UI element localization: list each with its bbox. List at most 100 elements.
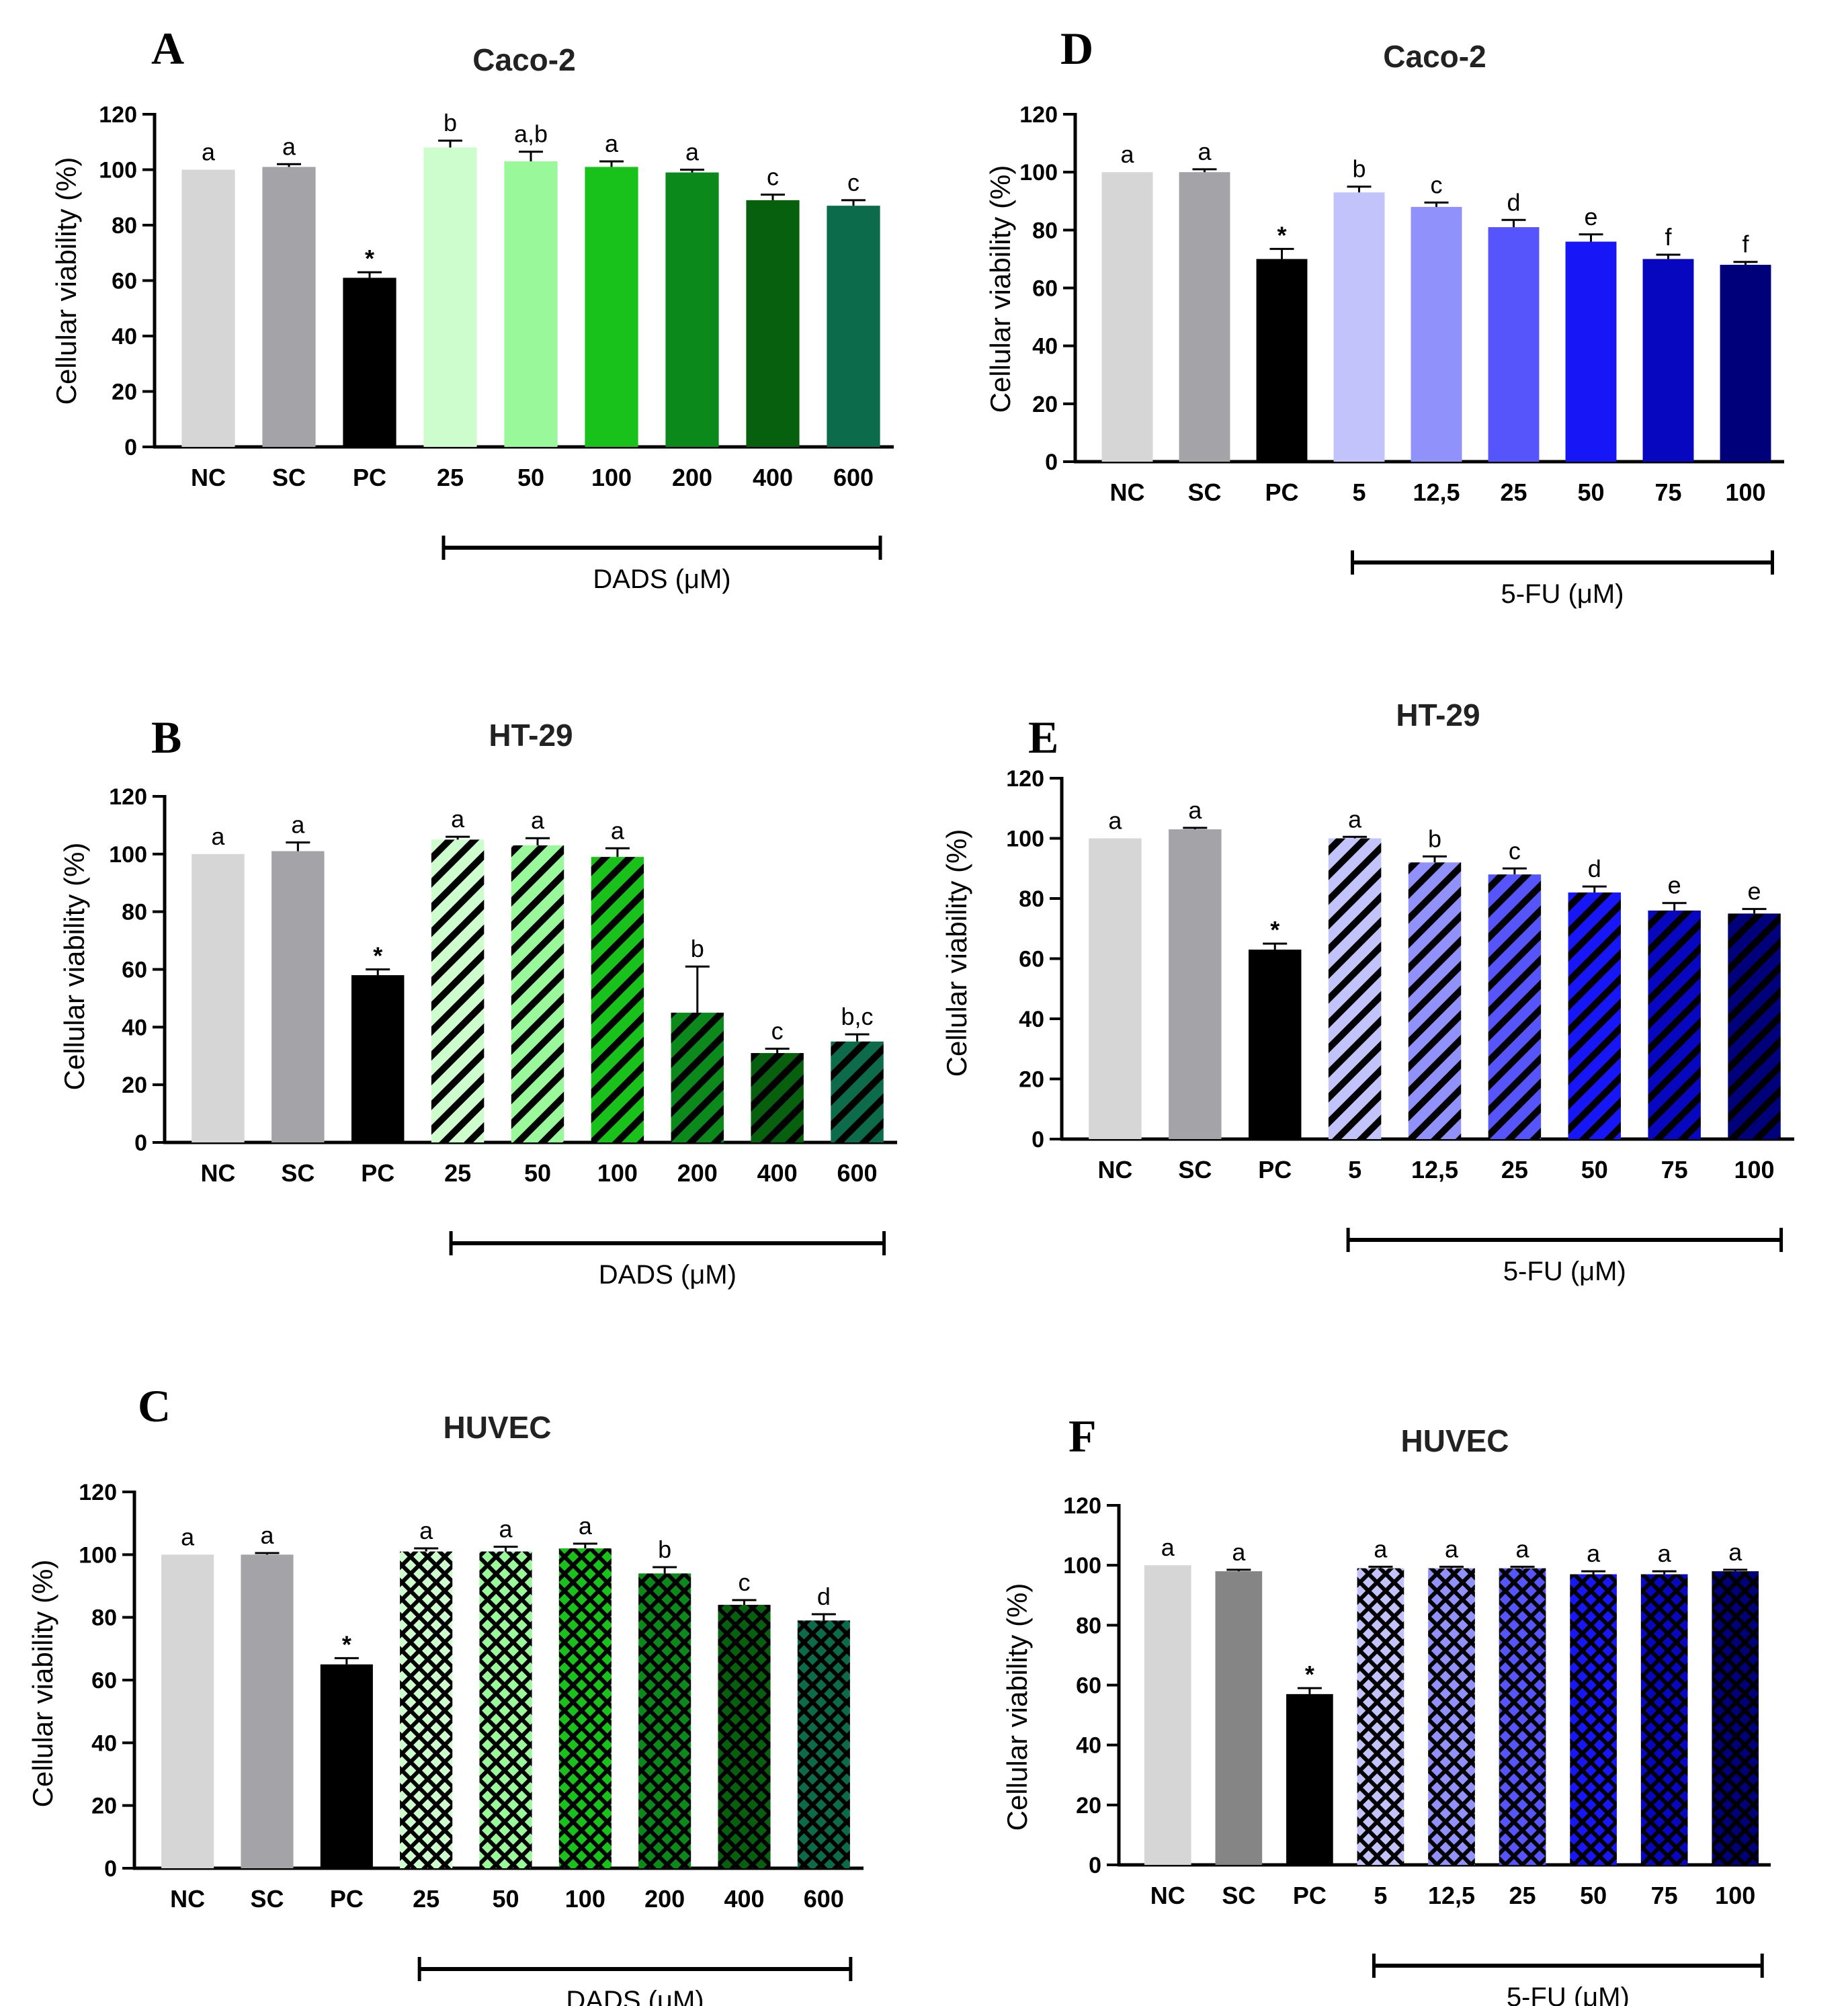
chart-title-c: HUVEC — [443, 1410, 551, 1445]
sig-label-b-8: b,c — [841, 1003, 874, 1030]
sig-label-c-5: a — [579, 1512, 593, 1540]
x-tick-label-d-5: 25 — [1500, 478, 1527, 506]
sig-label-b-6: b — [691, 935, 704, 962]
sig-label-a-8: c — [847, 169, 859, 196]
bracket-label-e: 5-FU (μM) — [1503, 1257, 1626, 1286]
sig-label-c-6: b — [658, 1536, 671, 1563]
bracket-label-f: 5-FU (μM) — [1507, 1982, 1630, 2006]
x-tick-label-d-8: 100 — [1725, 478, 1765, 506]
sig-label-a-2: * — [365, 245, 374, 272]
sig-label-a-7: c — [767, 163, 779, 191]
sig-label-b-2: * — [373, 942, 382, 970]
x-tick-label-f-6: 50 — [1580, 1882, 1607, 1909]
bar-e-8 — [1728, 913, 1781, 1139]
bar-d-0 — [1101, 172, 1153, 462]
bar-a-4 — [504, 161, 558, 447]
y-tick-label-f-100: 100 — [1063, 1553, 1101, 1579]
x-tick-label-a-1: SC — [272, 464, 306, 491]
sig-label-e-7: e — [1668, 872, 1681, 899]
y-tick-label-a-60: 60 — [112, 269, 137, 294]
y-tick-label-d-120: 120 — [1019, 102, 1058, 128]
y-tick-label-f-0: 0 — [1089, 1853, 1101, 1878]
bar-f-1 — [1215, 1571, 1263, 1865]
sig-label-b-1: a — [291, 811, 305, 839]
x-tick-label-f-5: 25 — [1509, 1882, 1536, 1909]
bar-f-7 — [1640, 1574, 1688, 1865]
sig-label-f-8: a — [1728, 1538, 1742, 1566]
x-tick-label-b-2: PC — [361, 1159, 394, 1187]
bar-c-3 — [400, 1551, 453, 1868]
x-tick-label-f-0: NC — [1150, 1882, 1185, 1909]
bracket-label-a: DADS (μM) — [593, 565, 730, 594]
bar-a-8 — [827, 206, 880, 447]
sig-label-a-6: a — [685, 138, 700, 166]
y-tick-label-d-0: 0 — [1045, 450, 1058, 475]
bar-f-4 — [1428, 1568, 1475, 1865]
bar-d-1 — [1179, 172, 1230, 462]
sig-label-d-3: b — [1352, 155, 1366, 183]
bar-d-7 — [1642, 259, 1694, 462]
bar-a-2 — [343, 278, 396, 447]
x-tick-label-a-3: 25 — [437, 464, 464, 491]
bar-e-4 — [1408, 862, 1462, 1139]
bar-a-7 — [746, 200, 800, 447]
sig-label-a-1: a — [282, 132, 296, 160]
sig-label-e-0: a — [1108, 807, 1122, 835]
y-tick-label-d-40: 40 — [1032, 334, 1058, 360]
bar-e-7 — [1648, 910, 1701, 1139]
bar-d-3 — [1333, 192, 1385, 462]
sig-label-b-0: a — [211, 823, 225, 850]
x-tick-label-e-2: PC — [1258, 1156, 1292, 1183]
x-tick-label-d-0: NC — [1110, 478, 1145, 506]
sig-label-c-3: a — [419, 1517, 433, 1544]
bar-c-7 — [718, 1605, 771, 1868]
y-tick-label-f-80: 80 — [1076, 1613, 1101, 1638]
x-tick-label-e-5: 25 — [1501, 1156, 1528, 1183]
bar-c-5 — [558, 1548, 612, 1868]
bar-b-1 — [271, 851, 325, 1142]
sig-label-e-4: b — [1428, 825, 1441, 852]
x-tick-label-b-6: 200 — [677, 1159, 718, 1187]
y-tick-label-c-100: 100 — [79, 1542, 117, 1568]
bar-f-5 — [1499, 1568, 1546, 1865]
bar-b-8 — [831, 1041, 884, 1142]
y-tick-label-c-80: 80 — [91, 1605, 117, 1631]
y-tick-label-b-100: 100 — [109, 842, 147, 868]
bar-c-0 — [161, 1554, 214, 1868]
sig-label-a-4: a,b — [514, 120, 548, 148]
chart-panel-f: F HUVEC Cellular viability (%) 0 20 40 60 80… — [1001, 1411, 1771, 2006]
y-axis-label-d: Cellular viability (%) — [984, 165, 1016, 413]
x-tick-label-b-7: 400 — [757, 1159, 798, 1187]
chart-marks-a: 0 20 40 60 80 100 120 a NC a SC * PC b 25 a,b 50 a 100 a 200… — [99, 102, 894, 594]
bar-c-6 — [638, 1573, 691, 1868]
x-tick-label-a-8: 600 — [833, 464, 874, 491]
bracket-label-b: DADS (μM) — [599, 1260, 737, 1290]
y-tick-label-c-120: 120 — [79, 1480, 117, 1505]
y-tick-label-c-20: 20 — [91, 1794, 117, 1819]
bar-e-3 — [1328, 838, 1382, 1139]
chart-title-e: HT-29 — [1396, 698, 1480, 733]
sig-label-c-1: a — [260, 1521, 274, 1549]
y-tick-label-b-20: 20 — [122, 1073, 147, 1098]
sig-label-d-5: d — [1507, 188, 1520, 216]
panel-letter-b: B — [151, 712, 181, 763]
bar-b-5 — [591, 857, 644, 1142]
x-tick-label-d-2: PC — [1265, 478, 1298, 506]
y-tick-label-f-40: 40 — [1076, 1733, 1101, 1759]
x-tick-label-c-0: NC — [170, 1885, 205, 1913]
x-tick-label-a-7: 400 — [753, 464, 793, 491]
sig-label-f-2: * — [1305, 1661, 1314, 1688]
x-tick-label-e-6: 50 — [1581, 1156, 1608, 1183]
chart-marks-c: 0 20 40 60 80 100 120 a NC a SC * PC a 25 a 50 a 100 b 200 c 4… — [79, 1480, 864, 2006]
sig-label-a-5: a — [605, 130, 619, 157]
bar-d-4 — [1411, 206, 1462, 462]
y-axis-label-c: Cellular viability (%) — [27, 1560, 58, 1808]
chart-panel-e: E HT-29 Cellular viability (%) 0 20 40 60 80… — [941, 698, 1794, 1286]
bar-e-0 — [1089, 838, 1142, 1139]
y-tick-label-f-60: 60 — [1076, 1673, 1101, 1699]
x-tick-label-f-8: 100 — [1715, 1882, 1755, 1909]
sig-label-b-3: a — [451, 805, 465, 833]
sig-label-d-4: c — [1431, 171, 1443, 198]
y-tick-label-e-120: 120 — [1006, 766, 1044, 792]
y-tick-label-e-100: 100 — [1006, 827, 1044, 852]
